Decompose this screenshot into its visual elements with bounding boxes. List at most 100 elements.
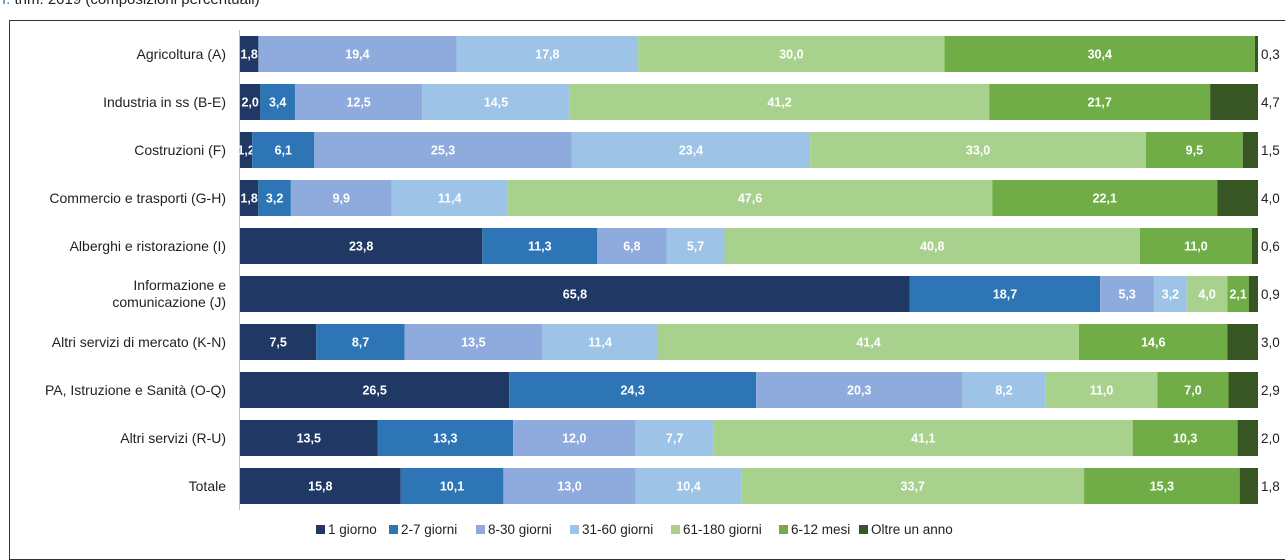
data-label: 3,4 — [269, 96, 286, 110]
data-label: 7,5 — [269, 336, 286, 350]
data-label: 23,8 — [349, 240, 373, 254]
bar-segment — [597, 228, 667, 264]
category-label: Alberghi e ristorazione (I) — [70, 238, 226, 254]
data-label: 6,8 — [623, 240, 640, 254]
data-label: 19,4 — [345, 48, 369, 62]
bar-segment — [240, 276, 910, 312]
bar-segment — [909, 276, 1101, 312]
data-label: 20,3 — [847, 384, 871, 398]
legend-swatch — [570, 525, 579, 534]
data-label: 10,1 — [440, 480, 464, 494]
data-label: 7,7 — [666, 432, 683, 446]
data-label: 23,4 — [679, 144, 703, 158]
data-label: 11,3 — [528, 240, 552, 254]
legend-item: 61-180 giorni — [683, 522, 762, 537]
chart-header: I. trim. 2019 (composizioni percentuali) — [2, 0, 260, 8]
bar-segment — [741, 468, 1085, 504]
bar-segment — [713, 420, 1133, 456]
data-label: 10,3 — [1173, 432, 1197, 446]
data-label: 13,0 — [557, 480, 581, 494]
category-label: Informazione e comunicazione (J) — [112, 277, 226, 310]
data-label: 11,0 — [1090, 384, 1114, 398]
data-label: 41,4 — [856, 336, 880, 350]
data-label: 2,0 — [241, 96, 258, 110]
data-label: 6,1 — [275, 144, 292, 158]
bar-segment — [657, 324, 1080, 360]
bar-segment — [1186, 276, 1228, 312]
bar-segment — [1146, 132, 1243, 168]
legend-swatch — [476, 525, 485, 534]
bar-segment — [391, 180, 508, 216]
data-label: 12,5 — [346, 96, 370, 110]
category-label: PA, Istruzione e Sanità (O-Q) — [45, 382, 226, 398]
legend-swatch — [389, 525, 398, 534]
data-label: 9,5 — [1186, 144, 1203, 158]
data-label: 3,2 — [266, 192, 283, 206]
bar-segment — [240, 36, 259, 72]
bar-segment — [1210, 84, 1258, 120]
legend-swatch — [316, 525, 325, 534]
data-label: 26,5 — [362, 384, 386, 398]
bar-segment — [1228, 372, 1258, 408]
data-label: 41,1 — [911, 432, 935, 446]
bar-segment — [240, 84, 261, 120]
bar-segment — [756, 372, 963, 408]
bar-segment — [400, 468, 504, 504]
bar-segment — [456, 36, 639, 72]
data-label: 13,5 — [461, 336, 485, 350]
bar-segment — [258, 180, 291, 216]
header-text: trim. 2019 (composizioni percentuali) — [15, 0, 260, 8]
data-label: 30,0 — [779, 48, 803, 62]
last-segment-label: 0,6 — [1261, 239, 1280, 254]
legend-item: Oltre un anno — [871, 522, 953, 537]
data-label: 33,7 — [901, 480, 925, 494]
bar-segment — [542, 324, 658, 360]
bar-segment — [1227, 276, 1249, 312]
bar-segment — [1217, 180, 1258, 216]
data-label: 8,7 — [352, 336, 369, 350]
bar-segment — [482, 228, 598, 264]
bar-segment — [1100, 276, 1155, 312]
data-label: 10,4 — [676, 480, 700, 494]
data-label: 33,0 — [966, 144, 990, 158]
data-label: 7,0 — [1184, 384, 1201, 398]
bar-segment — [1154, 276, 1187, 312]
bar-segment — [377, 420, 514, 456]
data-label: 8,2 — [995, 384, 1012, 398]
data-label: 14,5 — [484, 96, 508, 110]
data-label: 11,0 — [1184, 240, 1208, 254]
category-label: Altri servizi di mercato (K-N) — [52, 334, 226, 350]
data-label: 15,8 — [308, 480, 332, 494]
data-label: 21,7 — [1088, 96, 1112, 110]
data-label: 24,3 — [620, 384, 644, 398]
data-label: 4,0 — [1198, 288, 1215, 302]
data-label: 5,3 — [1118, 288, 1135, 302]
category-label: Industria in ss (B-E) — [103, 94, 226, 110]
bar-segment — [962, 372, 1046, 408]
legend-item: 2-7 giorni — [401, 522, 457, 537]
bar-segment — [666, 228, 725, 264]
bar-segment — [635, 420, 714, 456]
category-label: Totale — [189, 478, 227, 494]
legend-item: 1 giorno — [328, 522, 377, 537]
data-label: 18,7 — [993, 288, 1017, 302]
bar-segment — [240, 228, 483, 264]
category-label: Costruzioni (F) — [134, 142, 226, 158]
bar-segment — [513, 420, 636, 456]
bar-segment — [1084, 468, 1240, 504]
bar-segment — [724, 228, 1140, 264]
last-segment-label: 1,5 — [1261, 143, 1280, 158]
legend-swatch — [671, 525, 680, 534]
bar-segment — [240, 372, 510, 408]
data-label: 9,9 — [333, 192, 350, 206]
data-label: 11,4 — [438, 192, 462, 206]
bar-segment — [569, 84, 990, 120]
last-segment-label: 4,0 — [1261, 191, 1280, 206]
data-label: 40,8 — [920, 240, 944, 254]
bar-segment — [944, 36, 1255, 72]
data-label: 15,3 — [1150, 480, 1174, 494]
bar-segment — [1248, 276, 1258, 312]
data-label: 25,3 — [431, 144, 455, 158]
bar-segment — [1239, 468, 1258, 504]
bar-segment — [260, 84, 295, 120]
